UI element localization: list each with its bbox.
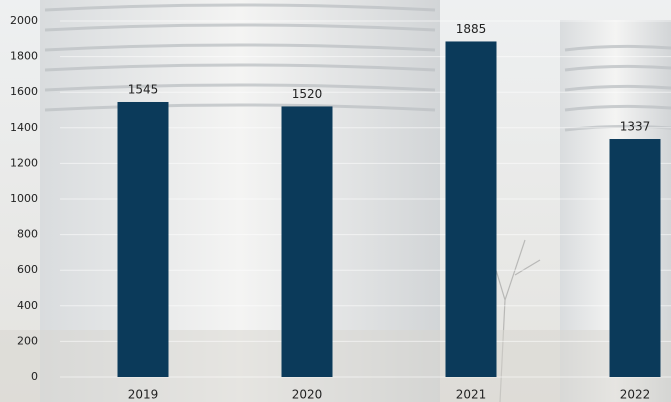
x-tick-label: 2019 — [128, 388, 159, 402]
y-tick-label: 400 — [17, 299, 38, 312]
y-tick-label: 1600 — [10, 85, 38, 98]
value-label: 1337 — [620, 120, 651, 134]
x-tick-label: 2022 — [620, 388, 651, 402]
y-tick-label: 600 — [17, 263, 38, 276]
bar — [281, 106, 333, 377]
value-label: 1545 — [128, 82, 159, 96]
bar — [445, 41, 497, 377]
bar — [609, 139, 661, 377]
y-tick-label: 1200 — [10, 156, 38, 169]
value-label: 1520 — [292, 87, 323, 101]
y-tick-label: 1400 — [10, 121, 38, 134]
y-tick-label: 0 — [31, 370, 38, 383]
x-tick-label: 2020 — [292, 388, 323, 402]
y-tick-label: 1000 — [10, 192, 38, 205]
bar — [117, 101, 169, 378]
y-tick-label: 200 — [17, 334, 38, 347]
y-tick-label: 2000 — [10, 14, 38, 27]
x-tick-label: 2021 — [456, 388, 487, 402]
value-label: 1885 — [456, 22, 487, 36]
y-tick-label: 800 — [17, 228, 38, 241]
y-tick-label: 1800 — [10, 50, 38, 63]
